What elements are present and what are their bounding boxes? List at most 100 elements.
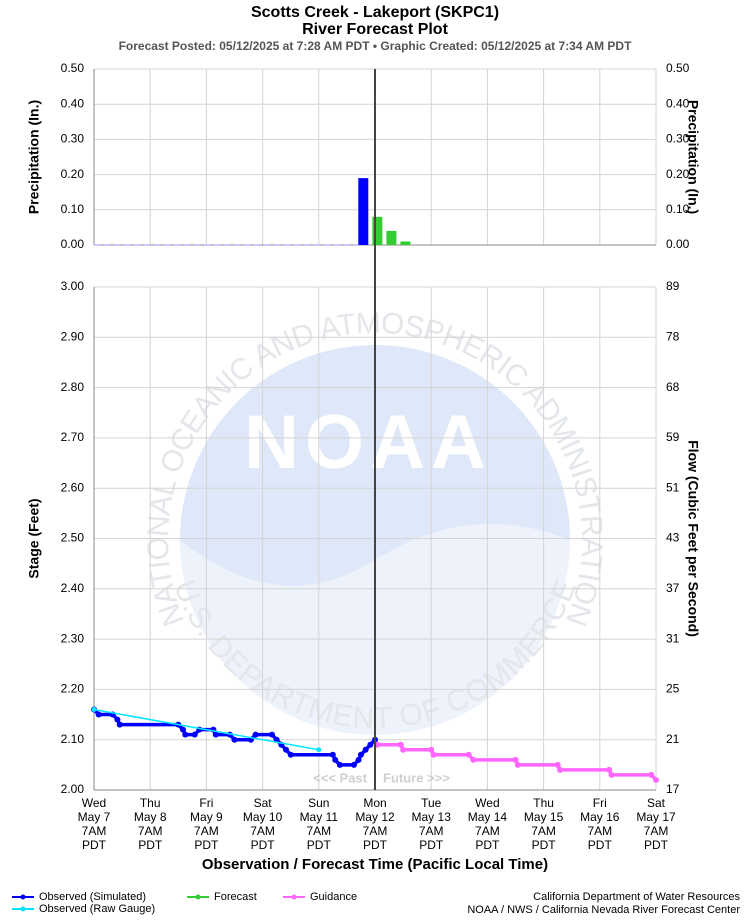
series-point xyxy=(514,761,521,768)
y2-tick-label: 0.10 xyxy=(666,202,690,216)
series-point xyxy=(362,746,369,753)
y-tick-label: 2.50 xyxy=(61,531,85,545)
series-point xyxy=(648,771,655,778)
x-tick-label: Thu May 8 7AM PDT xyxy=(134,796,167,852)
series-point xyxy=(114,716,121,723)
y2-tick-label: 68 xyxy=(666,380,680,394)
x-tick-label-line: PDT xyxy=(82,838,107,852)
y2-tick-label: 21 xyxy=(666,732,680,746)
x-tick-label-line: 7AM xyxy=(82,824,107,838)
x-tick-label: Wed May 14 7AM PDT xyxy=(468,796,508,852)
x-tick-label-line: Fri xyxy=(199,796,213,810)
y2-tick-label: 0.50 xyxy=(666,61,690,75)
y2-tick-label: 17 xyxy=(666,782,680,796)
y-tick-label: 0.40 xyxy=(61,96,85,110)
x-tick-label: Wed May 7 7AM PDT xyxy=(78,796,111,852)
credit: California Department of Water Resources xyxy=(533,891,740,903)
legend-marker xyxy=(195,894,201,900)
y-tick-label: 0.50 xyxy=(61,61,85,75)
y2-tick-label: 89 xyxy=(666,279,680,293)
series-point xyxy=(329,751,336,758)
legend-label: Guidance xyxy=(310,891,357,903)
x-tick-label-line: Mon xyxy=(363,796,386,810)
y2-tick-label: 0.20 xyxy=(666,167,690,181)
x-tick-label: Sun May 11 7AM PDT xyxy=(300,796,339,852)
series-point xyxy=(367,741,374,748)
x-tick-label-line: Thu xyxy=(140,796,161,810)
y2-tick-label: 78 xyxy=(666,329,680,343)
y-tick-label: 2.40 xyxy=(61,581,85,595)
series-point xyxy=(400,746,407,753)
series-point xyxy=(397,741,404,748)
series-point xyxy=(430,751,437,758)
y2-axis-title: Flow (Cubic Feet per Second) xyxy=(685,440,701,637)
x-tick-label: Sat May 17 7AM PDT xyxy=(636,796,676,852)
y-tick-label: 0.00 xyxy=(61,237,85,251)
series-point xyxy=(283,746,290,753)
y-tick-label: 0.30 xyxy=(61,132,85,146)
y2-tick-label: 25 xyxy=(666,682,680,696)
series-point xyxy=(512,756,519,763)
x-tick-label-line: PDT xyxy=(194,838,219,852)
legend-label: Observed (Simulated) xyxy=(39,891,146,903)
x-tick-label-line: Sat xyxy=(254,796,273,810)
x-tick-label-line: 7AM xyxy=(138,824,163,838)
future-label: Future >>> xyxy=(383,770,450,785)
posted-info: Forecast Posted: 05/12/2025 at 7:28 AM P… xyxy=(119,39,633,53)
y-axis-title: Stage (Feet) xyxy=(26,498,42,578)
series-point xyxy=(268,731,275,738)
x-tick-label-line: PDT xyxy=(251,838,276,852)
x-tick-label-line: Sat xyxy=(647,796,666,810)
past-label: <<< Past xyxy=(313,770,368,785)
y-tick-label: 0.10 xyxy=(61,202,85,216)
series-point xyxy=(554,761,561,768)
series-point xyxy=(95,711,102,718)
series-point xyxy=(252,731,259,738)
y2-axis-title: Precipitation (In.) xyxy=(685,100,701,214)
series-point xyxy=(350,761,357,768)
series-point xyxy=(465,751,472,758)
series-point xyxy=(336,761,343,768)
title: Scotts Creek - Lakeport (SKPC1) xyxy=(251,4,499,21)
x-tick-label-line: 7AM xyxy=(363,824,388,838)
series-point xyxy=(316,747,322,753)
x-tick-label-line: Fri xyxy=(593,796,607,810)
x-tick-label: Mon May 12 7AM PDT xyxy=(355,796,395,852)
x-tick-label: Sat May 10 7AM PDT xyxy=(243,796,283,852)
x-tick-label: Tue May 13 7AM PDT xyxy=(412,796,452,852)
x-tick-label-line: 7AM xyxy=(587,824,612,838)
x-tick-label-line: 7AM xyxy=(250,824,275,838)
precip-bar xyxy=(358,178,369,245)
x-tick-label-line: PDT xyxy=(588,838,613,852)
series-point xyxy=(470,756,477,763)
series-line xyxy=(93,708,319,751)
y-tick-label: 2.00 xyxy=(61,782,85,796)
x-tick-label-line: May 11 xyxy=(300,810,339,824)
x-tick-label-line: 7AM xyxy=(644,824,669,838)
series-point xyxy=(428,746,435,753)
series-point xyxy=(653,776,659,783)
series-point xyxy=(116,721,123,728)
y-tick-label: 2.90 xyxy=(61,329,85,343)
x-tick-label-line: PDT xyxy=(644,838,669,852)
y2-tick-label: 0.30 xyxy=(666,132,690,146)
x-tick-label-line: May 15 xyxy=(524,810,564,824)
y-tick-label: 2.80 xyxy=(61,380,85,394)
subtitle: River Forecast Plot xyxy=(302,21,449,38)
x-tick-label-line: PDT xyxy=(363,838,388,852)
y2-tick-label: 43 xyxy=(666,531,680,545)
series-point xyxy=(287,751,294,758)
y2-tick-label: 37 xyxy=(666,581,680,595)
legend-label: Observed (Raw Gauge) xyxy=(39,903,155,915)
y-tick-label: 2.20 xyxy=(61,682,85,696)
x-tick-label-line: May 17 xyxy=(636,810,676,824)
x-tick-label: Fri May 16 7AM PDT xyxy=(580,796,620,852)
y-tick-label: 0.20 xyxy=(61,167,85,181)
x-tick-label-line: 7AM xyxy=(306,824,331,838)
x-tick-label-line: 7AM xyxy=(194,824,219,838)
x-tick-label-line: May 7 xyxy=(78,810,111,824)
x-tick-label-line: May 14 xyxy=(468,810,508,824)
series-point xyxy=(608,771,615,778)
y-tick-label: 2.10 xyxy=(61,732,85,746)
x-tick-label-line: May 8 xyxy=(134,810,167,824)
